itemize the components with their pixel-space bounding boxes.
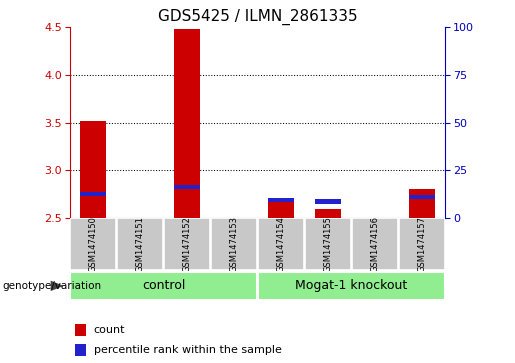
Bar — [409, 195, 435, 199]
Text: GSM1474154: GSM1474154 — [277, 216, 285, 272]
Bar — [315, 209, 341, 218]
Bar — [80, 121, 106, 218]
Text: genotype/variation: genotype/variation — [3, 281, 101, 291]
FancyBboxPatch shape — [211, 218, 258, 270]
FancyBboxPatch shape — [352, 218, 399, 270]
Text: GSM1474156: GSM1474156 — [370, 216, 380, 272]
FancyBboxPatch shape — [258, 218, 304, 270]
Bar — [80, 192, 106, 196]
Polygon shape — [50, 281, 64, 291]
FancyBboxPatch shape — [399, 218, 445, 270]
Bar — [315, 199, 341, 204]
FancyBboxPatch shape — [164, 218, 211, 270]
FancyBboxPatch shape — [70, 218, 116, 270]
Text: GSM1474152: GSM1474152 — [182, 216, 192, 272]
Text: GSM1474153: GSM1474153 — [230, 216, 238, 272]
Text: Mogat-1 knockout: Mogat-1 knockout — [296, 280, 407, 292]
Bar — [174, 185, 200, 189]
Text: GSM1474155: GSM1474155 — [323, 216, 333, 272]
Bar — [174, 29, 200, 218]
Text: percentile rank within the sample: percentile rank within the sample — [94, 345, 282, 355]
Text: GDS5425 / ILMN_2861335: GDS5425 / ILMN_2861335 — [158, 9, 357, 25]
FancyBboxPatch shape — [116, 218, 163, 270]
FancyBboxPatch shape — [70, 272, 258, 300]
FancyBboxPatch shape — [304, 218, 351, 270]
Bar — [268, 201, 294, 218]
FancyBboxPatch shape — [258, 272, 445, 300]
Bar — [268, 197, 294, 202]
Text: GSM1474157: GSM1474157 — [418, 216, 426, 272]
Text: control: control — [142, 280, 185, 292]
Bar — [409, 189, 435, 218]
Text: GSM1474151: GSM1474151 — [135, 216, 145, 272]
Text: count: count — [94, 325, 125, 335]
Text: GSM1474150: GSM1474150 — [89, 216, 97, 272]
